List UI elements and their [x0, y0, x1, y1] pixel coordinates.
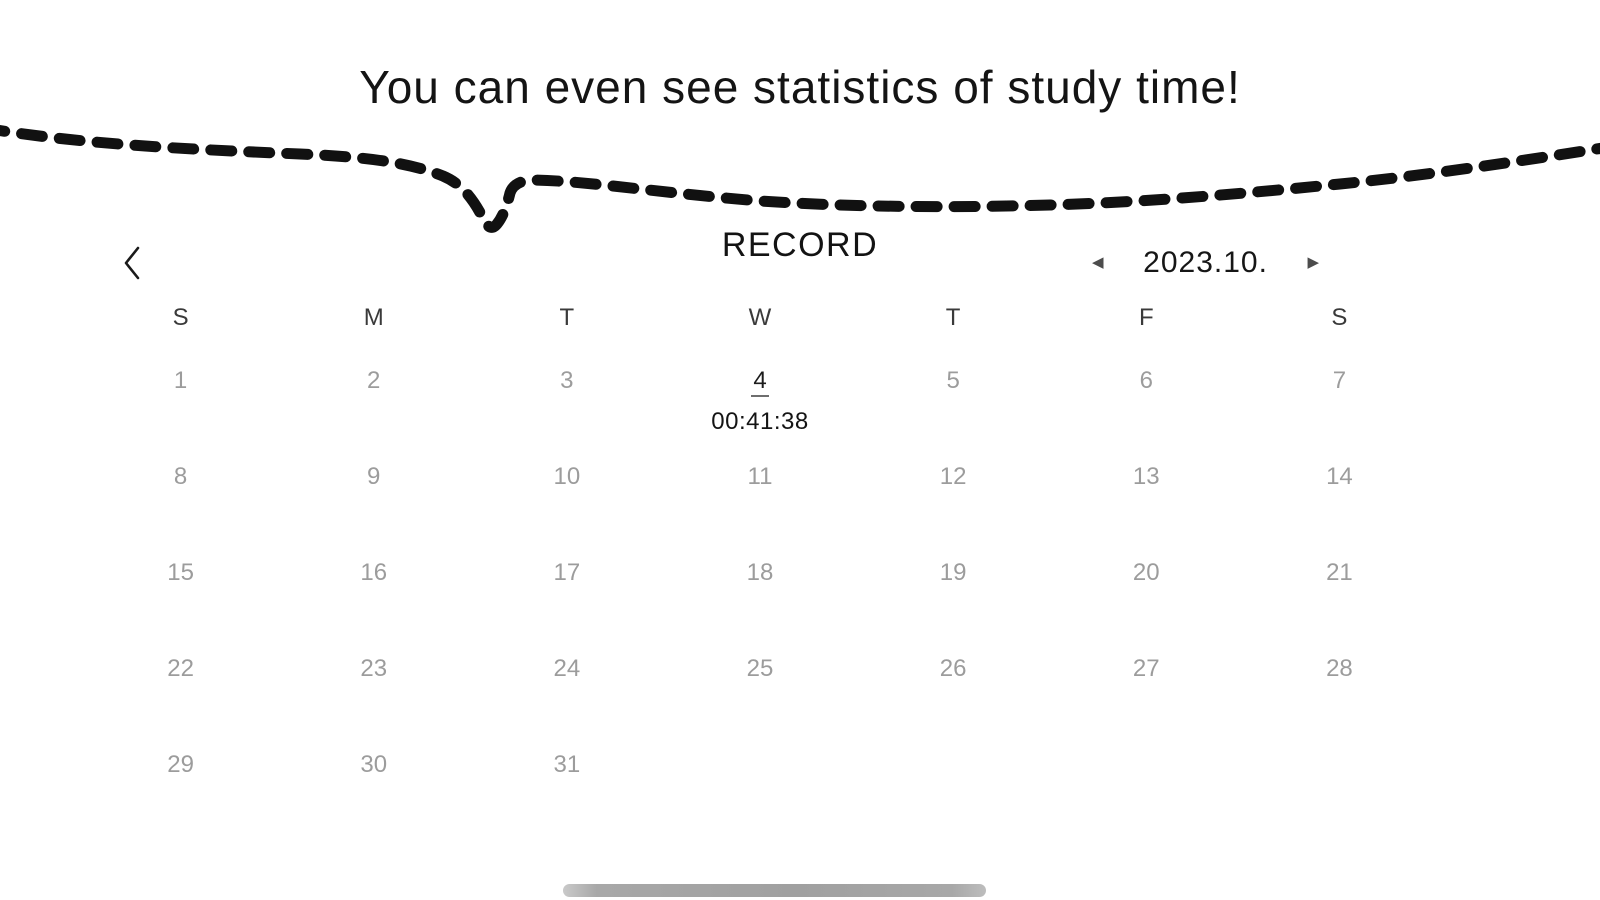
- day-number: 8: [173, 463, 188, 490]
- day-cell-14[interactable]: 14: [1243, 436, 1436, 532]
- day-cell-1[interactable]: 1: [84, 340, 277, 436]
- weekday-header-sun: S: [172, 304, 189, 331]
- day-number: 19: [939, 559, 967, 586]
- day-number: 16: [360, 559, 388, 586]
- day-cell-11[interactable]: 11: [663, 436, 856, 532]
- day-number: 1: [173, 367, 188, 394]
- month-label: 2023.10.: [1143, 246, 1268, 279]
- day-number: 26: [939, 655, 967, 682]
- day-cell-5[interactable]: 5: [857, 340, 1050, 436]
- weekday-header-row: S M T W T F S: [84, 296, 1436, 340]
- chevron-left-icon: [124, 246, 140, 280]
- day-cell-22[interactable]: 22: [84, 628, 277, 724]
- study-time-label: 00:41:38: [711, 408, 809, 435]
- empty-cell: [1243, 724, 1436, 820]
- day-cell-12[interactable]: 12: [857, 436, 1050, 532]
- day-cell-17[interactable]: 17: [470, 532, 663, 628]
- weekday-header-wed: W: [748, 304, 772, 331]
- day-number: 25: [746, 655, 774, 682]
- day-number: 6: [1139, 367, 1153, 394]
- day-number: 3: [560, 367, 574, 394]
- screen-title: RECORD: [721, 226, 879, 264]
- day-number: 27: [1132, 655, 1160, 682]
- day-number: 29: [167, 751, 194, 778]
- next-month-icon[interactable]: ▶: [1307, 254, 1320, 271]
- day-number: 28: [1326, 655, 1353, 682]
- dates-grid: 1 2 3 4 00:41:38 5 6 7 8 9 10 11 12 13 1…: [84, 340, 1436, 820]
- day-number: 17: [553, 559, 581, 586]
- day-number: 2: [367, 367, 381, 394]
- weekday-header-fri: F: [1138, 304, 1154, 331]
- day-cell-23[interactable]: 23: [277, 628, 470, 724]
- day-cell-18[interactable]: 18: [663, 532, 856, 628]
- empty-cell: [663, 724, 856, 820]
- day-number: 10: [553, 463, 581, 490]
- day-cell-25[interactable]: 25: [663, 628, 856, 724]
- day-number: 7: [1332, 367, 1347, 394]
- day-cell-3[interactable]: 3: [470, 340, 663, 436]
- day-cell-6[interactable]: 6: [1050, 340, 1243, 436]
- day-cell-29[interactable]: 29: [84, 724, 277, 820]
- day-cell-26[interactable]: 26: [857, 628, 1050, 724]
- day-cell-30[interactable]: 30: [277, 724, 470, 820]
- prev-month-icon[interactable]: ◀: [1092, 254, 1104, 271]
- page-title: You can even see statistics of study tim…: [359, 61, 1241, 113]
- day-cell-28[interactable]: 28: [1243, 628, 1436, 724]
- day-number: 15: [167, 559, 194, 586]
- day-cell-31[interactable]: 31: [470, 724, 663, 820]
- weekday-header-mon: M: [363, 304, 384, 331]
- day-cell-27[interactable]: 27: [1050, 628, 1243, 724]
- day-number: 24: [553, 655, 581, 682]
- day-cell-15[interactable]: 15: [84, 532, 277, 628]
- day-number: 11: [747, 463, 773, 490]
- day-number: 21: [1326, 559, 1353, 586]
- day-number: 9: [367, 463, 381, 490]
- weekday-header-thu: T: [945, 304, 961, 331]
- day-cell-21[interactable]: 21: [1243, 532, 1436, 628]
- day-number: 30: [360, 751, 388, 778]
- home-indicator-bar[interactable]: [563, 884, 986, 897]
- day-cell-19[interactable]: 19: [857, 532, 1050, 628]
- weekday-header-tue: T: [559, 304, 575, 331]
- day-cell-2[interactable]: 2: [277, 340, 470, 436]
- calendar: S M T W T F S 1 2 3 4 00:41:38 5 6 7 8 9…: [84, 296, 1436, 820]
- empty-cell: [857, 724, 1050, 820]
- day-number: 23: [360, 655, 388, 682]
- empty-cell: [1050, 724, 1243, 820]
- back-button[interactable]: [116, 243, 148, 283]
- month-navigator: ◀ 2023.10. ▶: [1088, 245, 1323, 281]
- day-number: 20: [1132, 559, 1160, 586]
- day-number: 5: [946, 367, 960, 394]
- dashed-divider-curve: [0, 124, 1600, 233]
- day-cell-8[interactable]: 8: [84, 436, 277, 532]
- day-number: 22: [167, 655, 194, 682]
- day-cell-20[interactable]: 20: [1050, 532, 1243, 628]
- day-number: 4: [751, 368, 769, 397]
- day-number: 13: [1132, 463, 1160, 490]
- day-number: 14: [1326, 463, 1353, 490]
- day-cell-9[interactable]: 9: [277, 436, 470, 532]
- day-cell-13[interactable]: 13: [1050, 436, 1243, 532]
- day-cell-4-selected[interactable]: 4 00:41:38: [663, 340, 856, 436]
- day-cell-7[interactable]: 7: [1243, 340, 1436, 436]
- day-number: 18: [746, 559, 774, 586]
- day-cell-10[interactable]: 10: [470, 436, 663, 532]
- day-cell-16[interactable]: 16: [277, 532, 470, 628]
- day-number: 12: [939, 463, 967, 490]
- weekday-header-sat: S: [1331, 304, 1348, 331]
- day-cell-24[interactable]: 24: [470, 628, 663, 724]
- day-number: 31: [553, 751, 581, 778]
